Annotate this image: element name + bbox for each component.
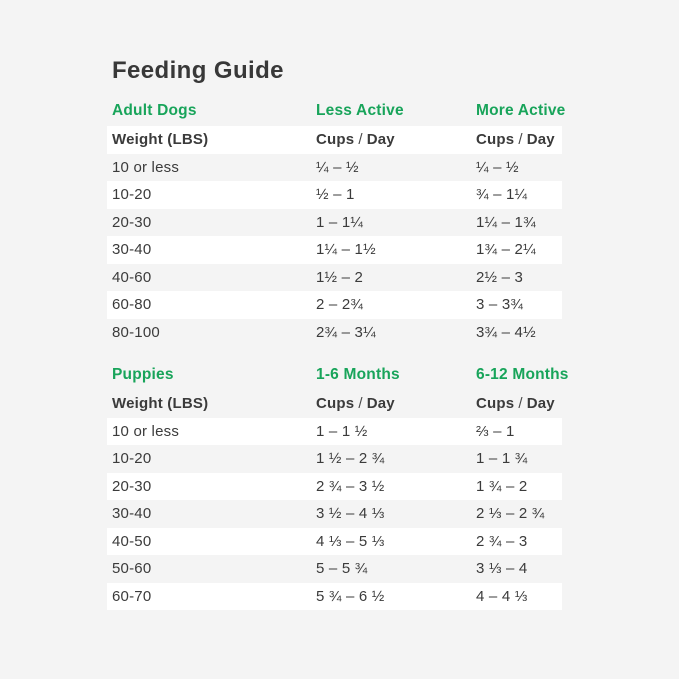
cups-value-cell: 2 – 2¾ [316, 296, 364, 314]
day-label: Day [366, 131, 395, 149]
day-label: Day [366, 395, 395, 413]
day-label: Day [526, 131, 555, 149]
months-6-12-header: 6-12 Months [476, 366, 569, 383]
weight-range-cell: 60-80 [112, 296, 152, 314]
cups-value-cell: 1 – 1 ½ [316, 422, 368, 440]
cups-value-cell: 2 ⅓ – 2 ¾ [476, 505, 545, 523]
months-1-6-header: 1-6 Months [316, 366, 400, 383]
table-row: 20-30 2 ¾ – 3 ½ 1 ¾ – 2 [107, 472, 562, 500]
table-row: 10-20 1 ½ – 2 ¾ 1 – 1 ¾ [107, 445, 562, 473]
cups-value-cell: ¼ – ½ [476, 158, 519, 176]
cups-per-day-header: Cups / Day [316, 395, 476, 412]
cups-value-cell: ⅔ – 1 [476, 422, 515, 440]
table-row: 60-70 5 ¾ – 6 ½ 4 – 4 ⅓ [107, 582, 562, 610]
weight-range-cell: 20-30 [112, 213, 152, 231]
puppies-header: Puppies [112, 366, 174, 383]
cups-value-cell: 4 – 4 ⅓ [476, 587, 528, 605]
cups-value-cell: 1 ½ – 2 ¾ [316, 450, 385, 468]
cups-label: Cups [476, 131, 515, 149]
cups-value-cell: 3 ⅓ – 4 [476, 560, 528, 578]
weight-range-cell: 10 or less [112, 158, 180, 176]
weight-range-cell: 40-60 [112, 268, 152, 286]
cups-value-cell: 1¼ – 1¾ [476, 213, 536, 231]
cups-value-cell: 2 ¾ – 3 [476, 532, 528, 550]
cups-label: Cups [316, 131, 355, 149]
cups-value-cell: 1 – 1¼ [316, 213, 364, 231]
cups-value-cell: 1¼ – 1½ [316, 241, 376, 259]
weight-column-header: Weight (LBS) [112, 395, 209, 413]
page-title: Feeding Guide [112, 57, 284, 84]
puppies-table-body: 10 or less 1 – 1 ½ ⅔ – 1 10-20 1 ½ – 2 ¾ 1 – … [107, 417, 562, 610]
adult-dogs-column-header-row: Weight (LBS) Cups / Day Cups / Day [107, 126, 562, 154]
table-row: 80-100 2¾ – 3¼ 3¾ – 4½ [107, 319, 562, 347]
weight-range-cell: 10-20 [112, 450, 152, 468]
table-row: 50-60 5 – 5 ¾ 3 ⅓ – 4 [107, 555, 562, 583]
cups-value-cell: 3 – 3¾ [476, 296, 524, 314]
table-row: 60-80 2 – 2¾ 3 – 3¾ [107, 291, 562, 319]
puppies-column-header-row: Weight (LBS) Cups / Day Cups / Day [107, 390, 562, 418]
cups-per-day-header: Cups / Day [316, 131, 476, 148]
adult-dogs-section-header-row: Adult Dogs Less Active More Active [107, 96, 566, 126]
weight-range-cell: 50-60 [112, 560, 152, 578]
slash-separator: / [518, 395, 523, 413]
cups-value-cell: 1¾ – 2¼ [476, 241, 536, 259]
cups-value-cell: 5 ¾ – 6 ½ [316, 587, 385, 605]
table-row: 10 or less 1 – 1 ½ ⅔ – 1 [107, 417, 562, 445]
adult-dogs-header: Adult Dogs [112, 102, 197, 119]
cups-value-cell: 4 ⅓ – 5 ⅓ [316, 532, 385, 550]
table-row: 30-40 3 ½ – 4 ⅓ 2 ⅓ – 2 ¾ [107, 500, 562, 528]
weight-range-cell: 30-40 [112, 505, 152, 523]
slash-separator: / [358, 131, 363, 149]
puppies-table: Puppies 1-6 Months 6-12 Months Weight (L… [107, 360, 569, 610]
cups-label: Cups [316, 395, 355, 413]
slash-separator: / [518, 131, 523, 149]
day-label: Day [526, 395, 555, 413]
adult-dogs-table-body: 10 or less ¼ – ½ ¼ – ½ 10-20 ½ – 1 ¾ – 1¼ 20-3… [107, 154, 562, 347]
cups-value-cell: ½ – 1 [316, 186, 355, 204]
cups-value-cell: 5 – 5 ¾ [316, 560, 368, 578]
table-row: 30-40 1¼ – 1½ 1¾ – 2¼ [107, 236, 562, 264]
cups-value-cell: 2½ – 3 [476, 268, 524, 286]
table-row: 10 or less ¼ – ½ ¼ – ½ [107, 154, 562, 182]
cups-value-cell: ¾ – 1¼ [476, 186, 528, 204]
table-row: 10-20 ½ – 1 ¾ – 1¼ [107, 181, 562, 209]
table-row: 20-30 1 – 1¼ 1¼ – 1¾ [107, 209, 562, 237]
cups-value-cell: 2 ¾ – 3 ½ [316, 477, 385, 495]
weight-range-cell: 40-50 [112, 532, 152, 550]
more-active-header: More Active [476, 102, 566, 119]
cups-value-cell: 1 ¾ – 2 [476, 477, 528, 495]
weight-range-cell: 80-100 [112, 323, 160, 341]
cups-per-day-header: Cups / Day [476, 395, 562, 412]
cups-value-cell: 1½ – 2 [316, 268, 364, 286]
slash-separator: / [358, 395, 363, 413]
weight-range-cell: 10-20 [112, 186, 152, 204]
cups-per-day-header: Cups / Day [476, 131, 562, 148]
cups-value-cell: 3 ½ – 4 ⅓ [316, 505, 385, 523]
weight-column-header: Weight (LBS) [112, 131, 209, 149]
cups-value-cell: ¼ – ½ [316, 158, 359, 176]
weight-range-cell: 30-40 [112, 241, 152, 259]
cups-label: Cups [476, 395, 515, 413]
weight-range-cell: 10 or less [112, 422, 180, 440]
puppies-section-header-row: Puppies 1-6 Months 6-12 Months [107, 360, 569, 390]
adult-dogs-table: Adult Dogs Less Active More Active Weigh… [107, 96, 566, 347]
less-active-header: Less Active [316, 102, 404, 119]
table-row: 40-60 1½ – 2 2½ – 3 [107, 264, 562, 292]
weight-range-cell: 20-30 [112, 477, 152, 495]
weight-range-cell: 60-70 [112, 587, 152, 605]
table-row: 40-50 4 ⅓ – 5 ⅓ 2 ¾ – 3 [107, 527, 562, 555]
cups-value-cell: 3¾ – 4½ [476, 323, 536, 341]
cups-value-cell: 1 – 1 ¾ [476, 450, 528, 468]
cups-value-cell: 2¾ – 3¼ [316, 323, 376, 341]
